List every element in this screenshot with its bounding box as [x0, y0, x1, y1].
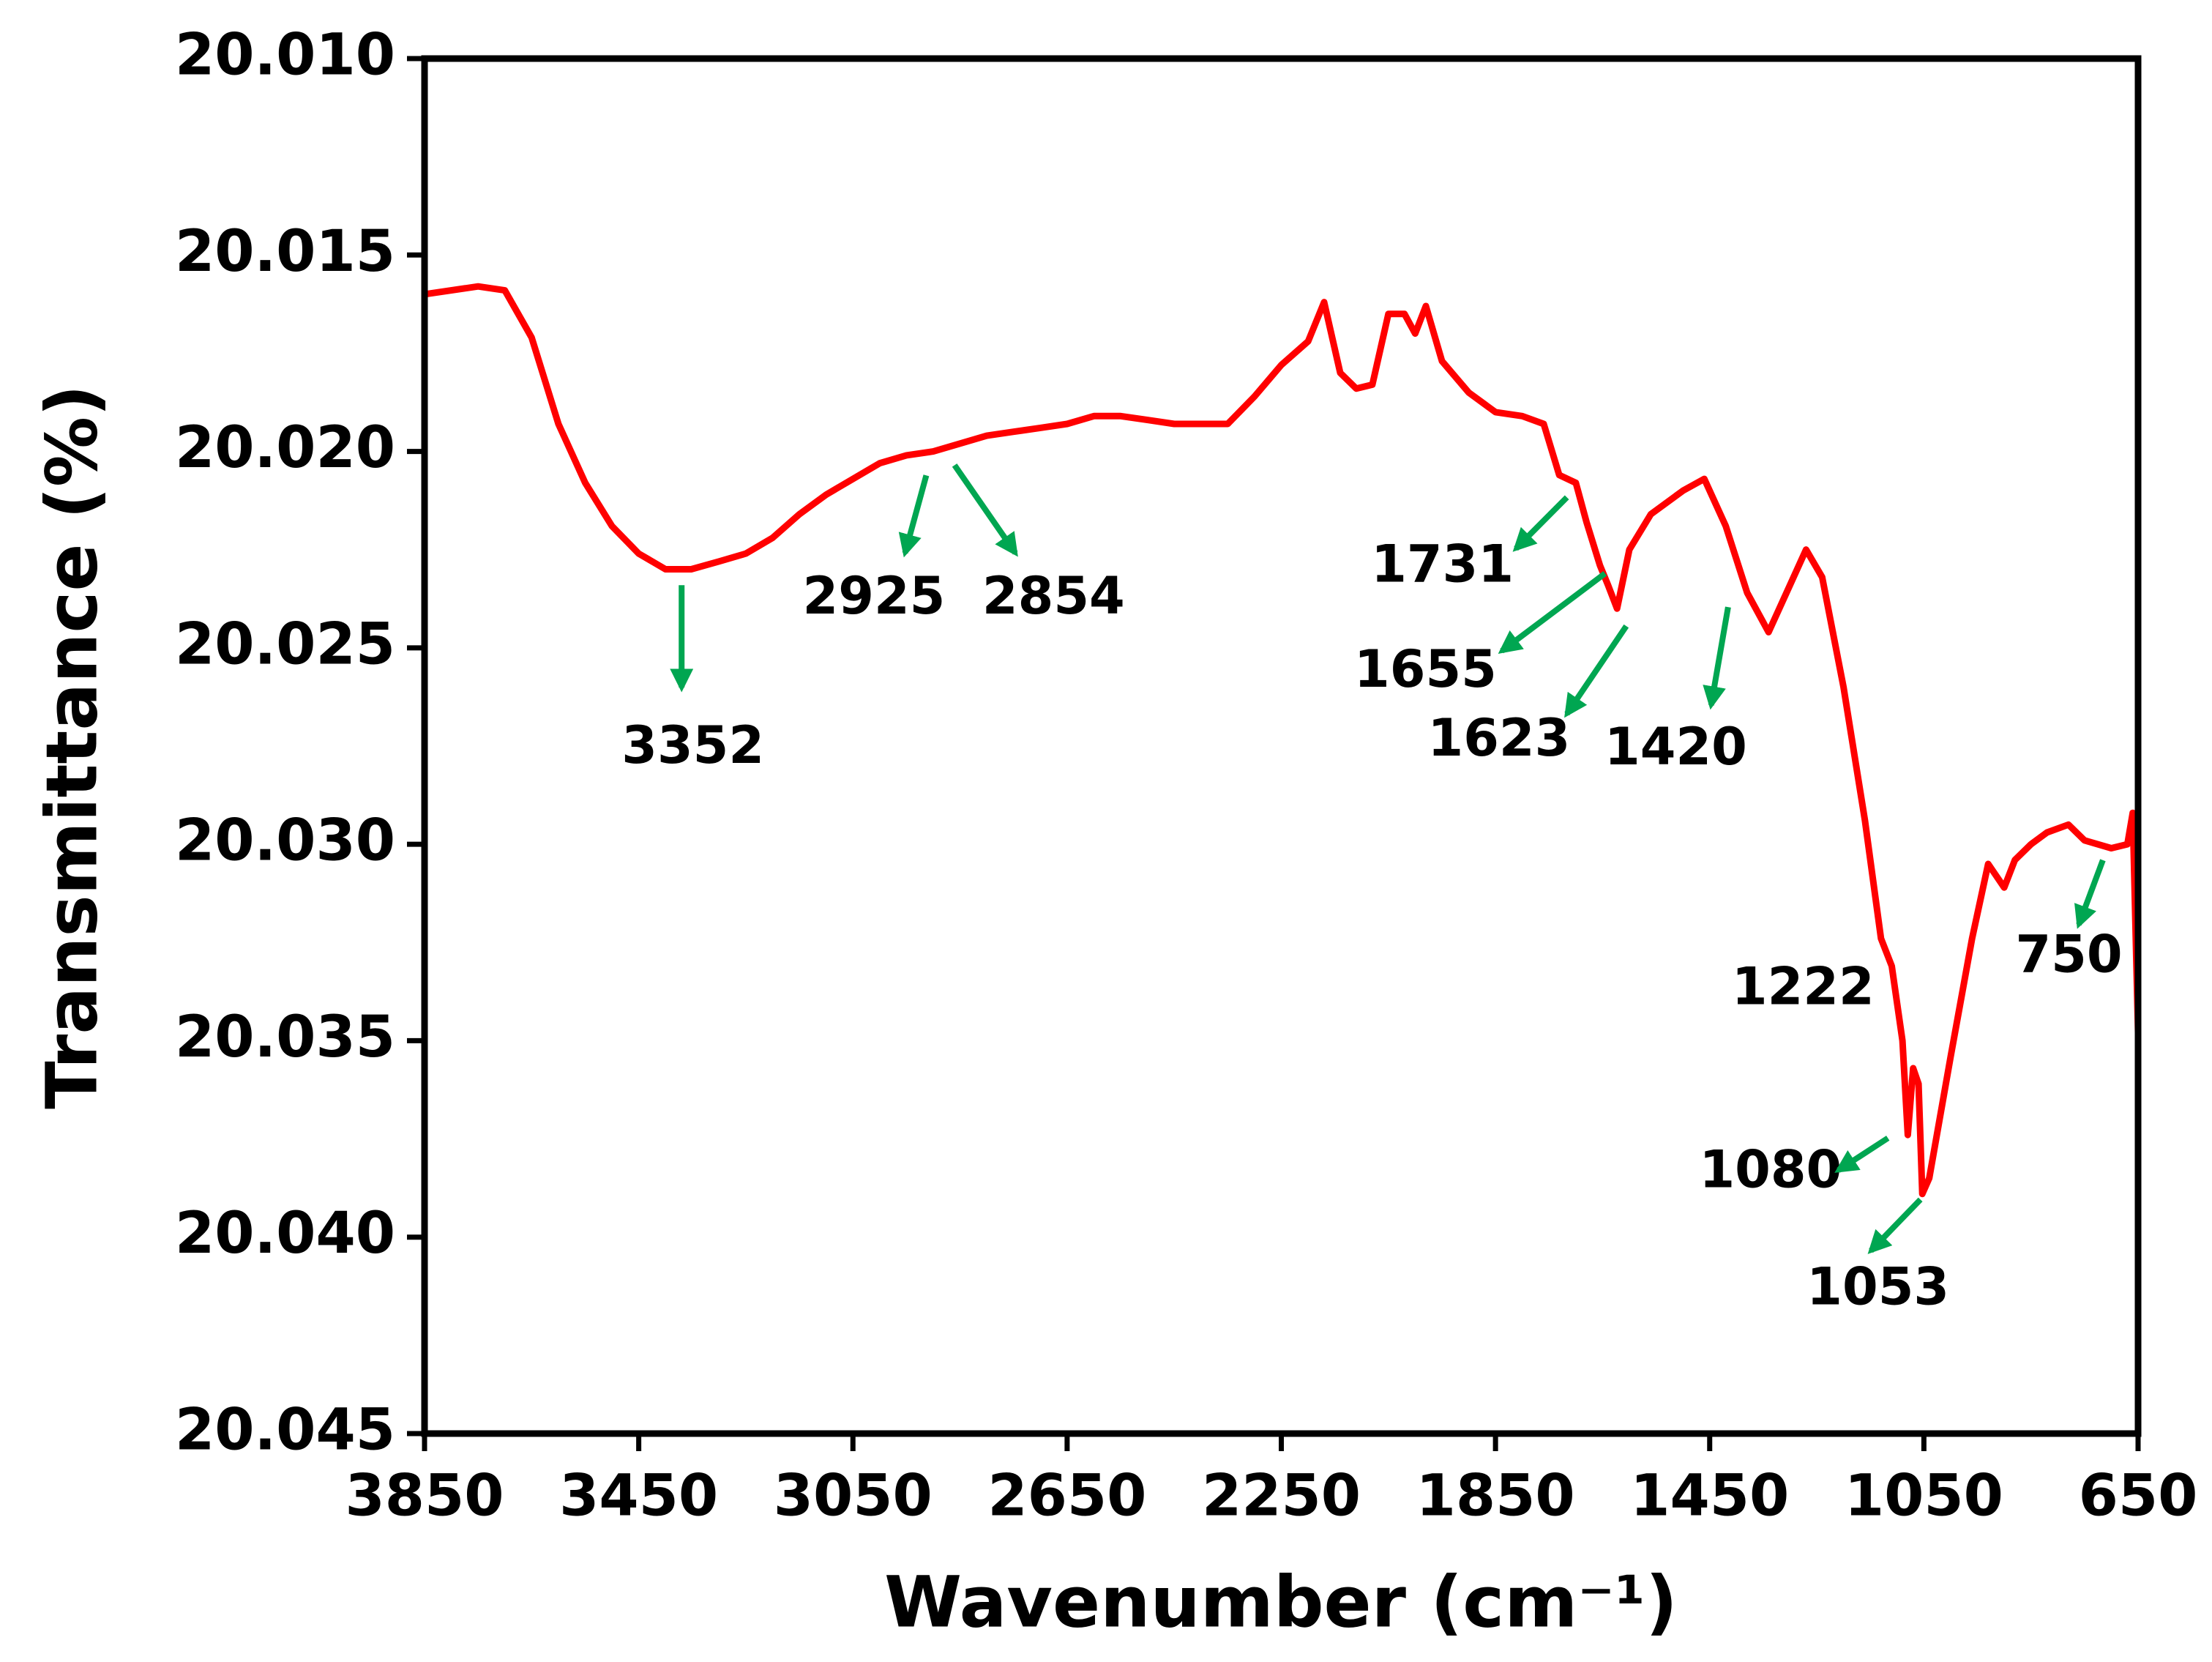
annotation-label: 2925 [803, 566, 946, 626]
y-tick-label: 20.030 [175, 808, 395, 874]
x-tick-label: 3450 [559, 1463, 718, 1529]
x-tick-label: 2650 [987, 1463, 1146, 1529]
y-tick-label: 20.015 [175, 219, 395, 285]
y-tick-label: 20.020 [175, 415, 395, 481]
annotation-arrow [1834, 1136, 1890, 1173]
y-tick-label: 20.035 [175, 1005, 395, 1070]
data-line [424, 283, 2142, 1198]
annotation-arrow [1512, 495, 1569, 552]
annotation-label: 1623 [1428, 708, 1571, 768]
x-tick-label: 2250 [1202, 1463, 1361, 1529]
x-tick-label: 3850 [345, 1463, 504, 1529]
annotation-arrow [1498, 571, 1607, 654]
annotation-arrow [952, 463, 1018, 557]
annotation-label: 1420 [1604, 717, 1747, 777]
annotation-label: 2854 [982, 566, 1125, 626]
x-tick-label: 3050 [774, 1463, 933, 1529]
x-tick-label: 650 [2079, 1463, 2198, 1529]
y-tick-label: 20.040 [175, 1201, 395, 1267]
y-tick-label: 20.025 [175, 611, 395, 677]
annotation-label: 1053 [1806, 1256, 1949, 1316]
annotation-label: 1080 [1699, 1139, 1842, 1199]
x-tick-label: 1450 [1630, 1463, 1789, 1529]
annotation-arrow [2074, 859, 2106, 929]
plot-frame [421, 55, 2142, 1437]
y-tick-label: 20.045 [175, 1397, 395, 1463]
annotation-label: 750 [2015, 925, 2122, 985]
x-tick-label: 1050 [1845, 1463, 2003, 1529]
annotation-label: 3352 [621, 715, 764, 775]
annotation-label: 1731 [1371, 534, 1514, 594]
x-tick-label: 1850 [1416, 1463, 1575, 1529]
annotation-arrow [1564, 624, 1629, 718]
annotation-label: 1222 [1732, 957, 1875, 1017]
y-tick-label: 20.010 [175, 22, 395, 88]
annotation-arrow [898, 474, 930, 558]
annotation-arrow [1703, 606, 1731, 710]
y-axis-title: Transmittance (%) [31, 384, 113, 1109]
annotation-label: 1655 [1354, 639, 1497, 699]
x-axis-title: Wavenumber (cm⁻¹) [884, 1561, 1678, 1643]
annotation-arrow [1867, 1197, 1923, 1254]
